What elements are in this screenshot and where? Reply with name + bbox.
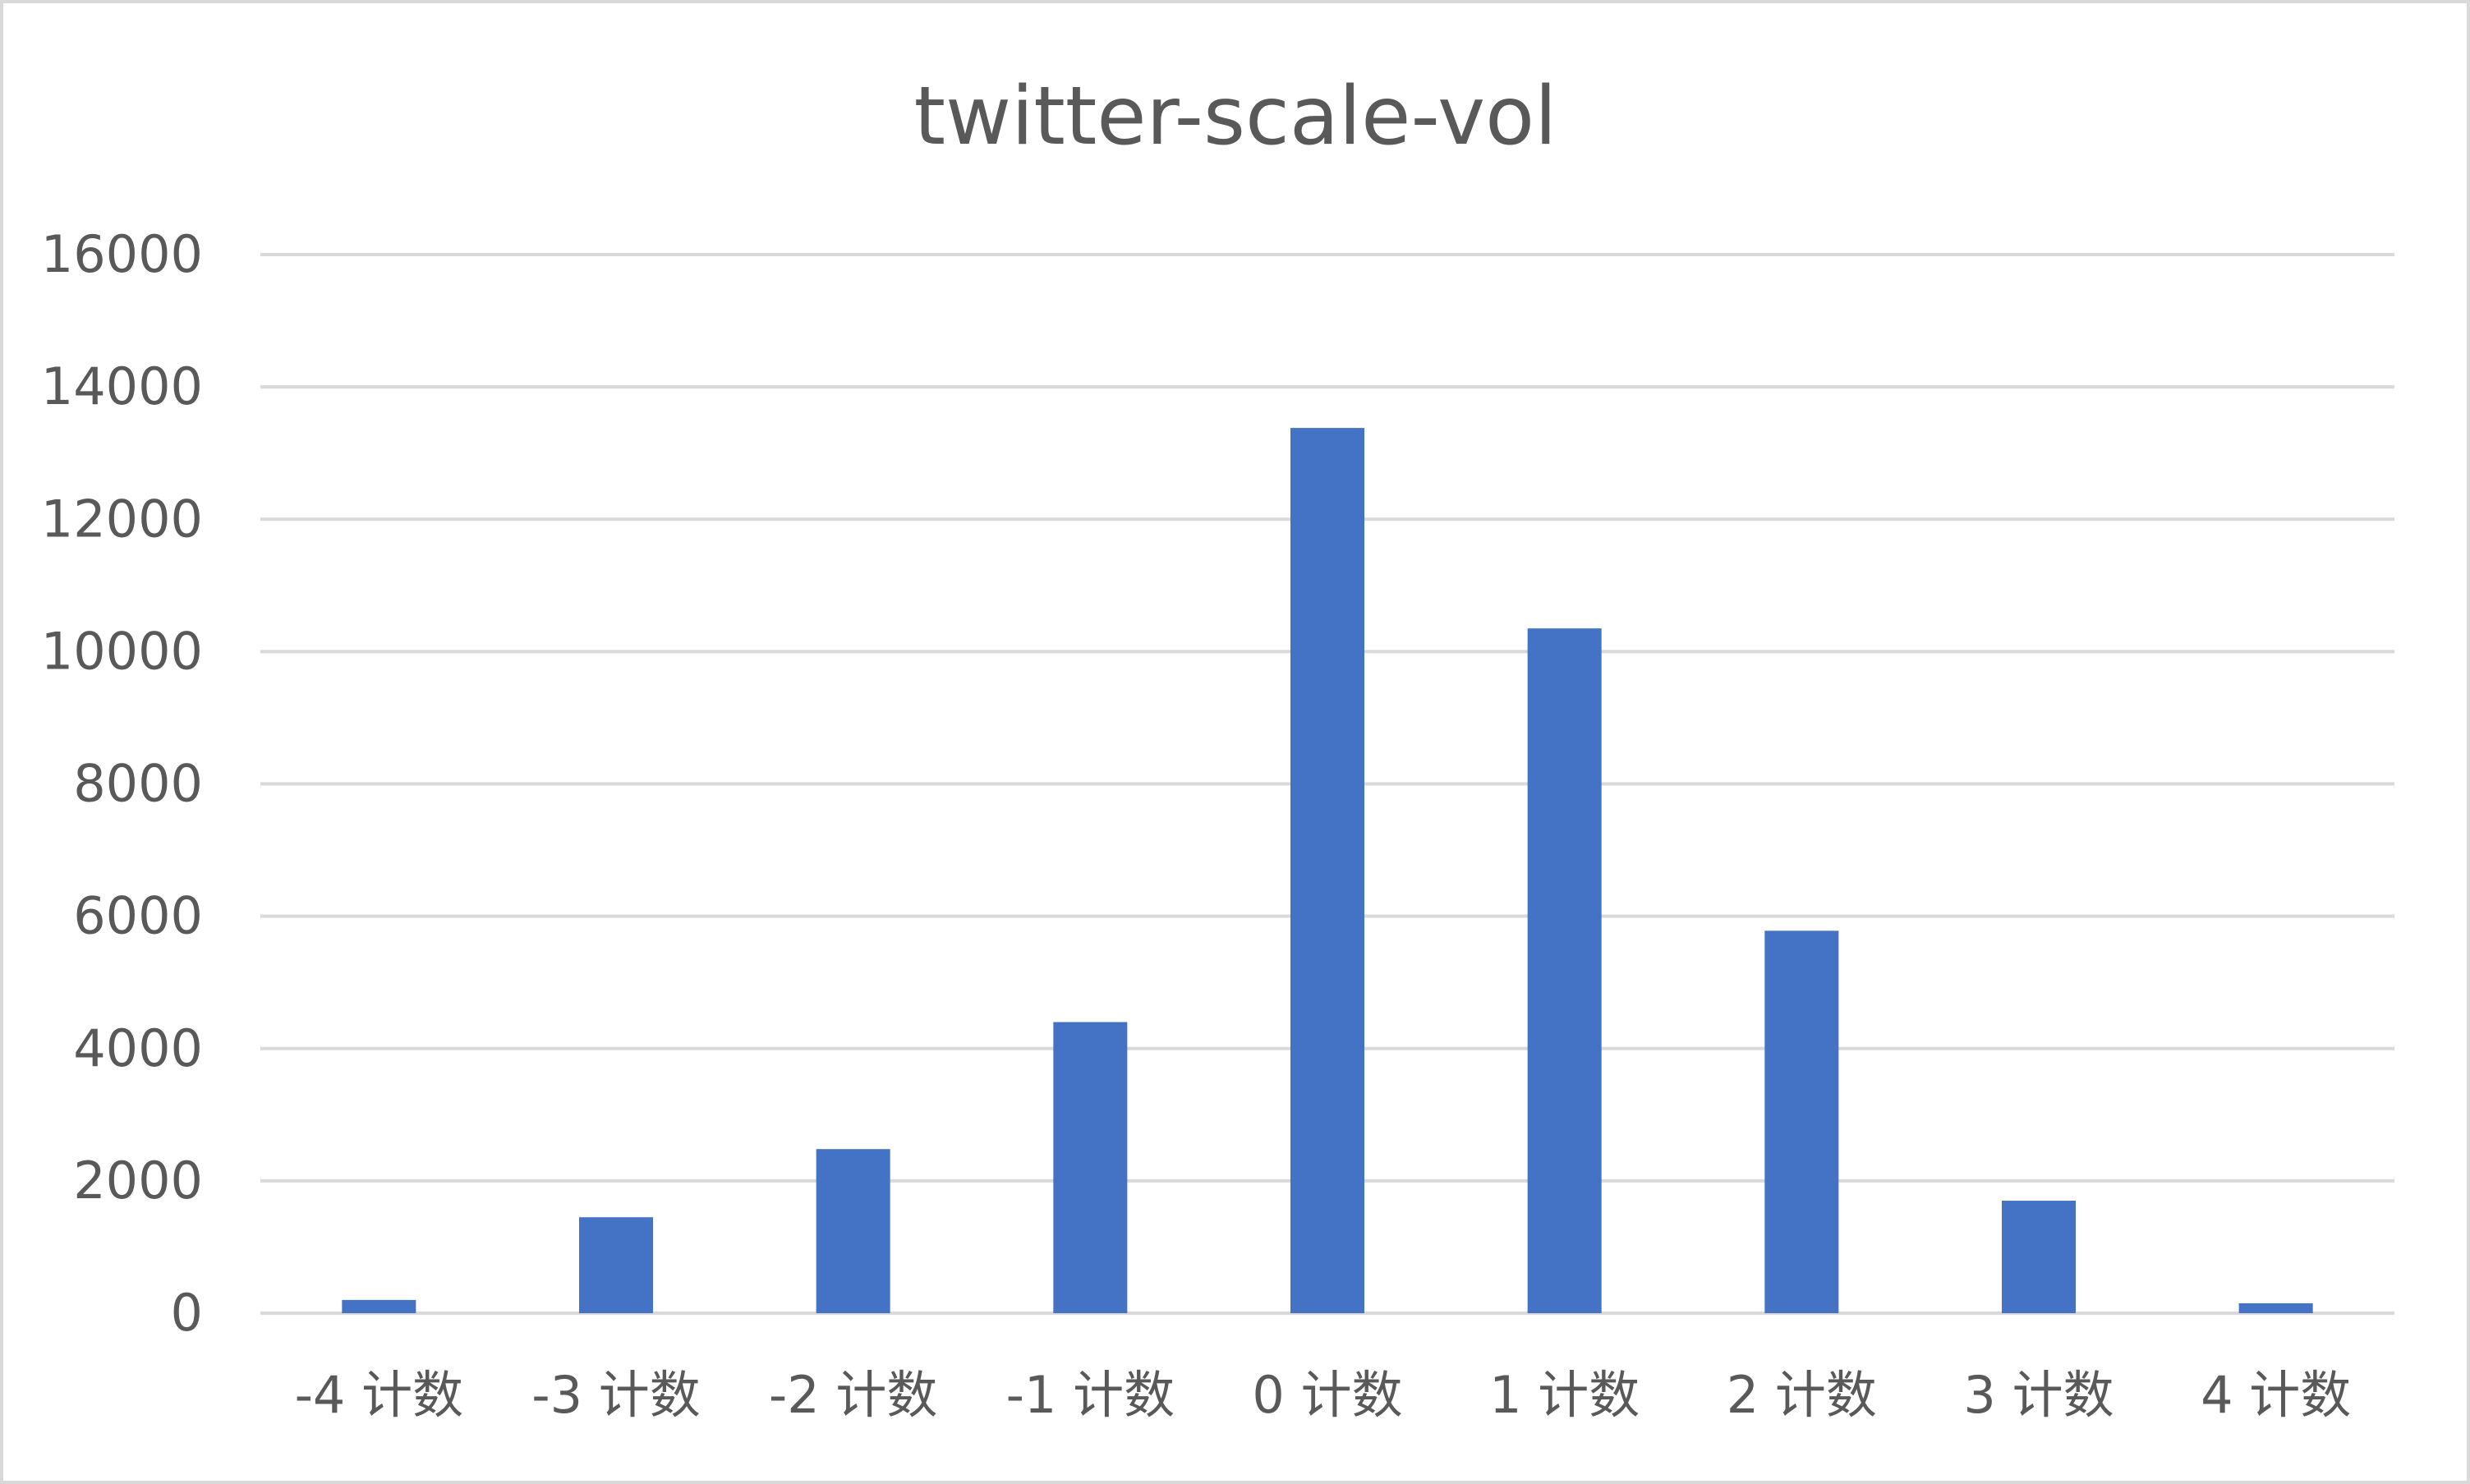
x-tick-label: 3 计数 [1963,1365,2114,1425]
y-tick-label: 4000 [73,1018,203,1078]
x-tick-label: -1 计数 [1006,1365,1175,1425]
x-tick-label: -4 计数 [295,1365,464,1425]
y-tick-label: 10000 [41,621,203,681]
y-tick-label: 0 [171,1283,203,1343]
x-axis-ticks: -4 计数 -3 计数 -2 计数 -1 计数 0 计数 1 计数 2 计数 3 计数 4 计数 [295,1365,2352,1425]
bars [342,428,2313,1313]
y-tick-label: 14000 [41,356,203,416]
bar [2002,1201,2076,1313]
bar [2238,1303,2313,1313]
bar [1053,1022,1128,1313]
bar [1527,628,1602,1313]
x-tick-label: 2 计数 [1727,1365,1877,1425]
bar [342,1299,416,1313]
x-tick-label: -3 计数 [531,1365,701,1425]
bar [1290,428,1364,1313]
y-tick-label: 8000 [73,754,203,814]
y-tick-label: 2000 [73,1151,203,1211]
bar [1764,930,1839,1313]
x-tick-label: 1 计数 [1489,1365,1640,1425]
y-tick-label: 12000 [41,489,203,549]
chart-title: twitter-scale-vol [914,70,1557,163]
y-axis-ticks: 0 2000 4000 6000 8000 10000 12000 14000 16000 [41,224,203,1343]
bar [816,1149,890,1313]
y-tick-label: 6000 [73,886,203,946]
x-tick-label: 0 计数 [1252,1365,1402,1425]
y-tick-label: 16000 [41,224,203,284]
x-tick-label: -2 计数 [769,1365,938,1425]
x-tick-label: 4 计数 [2201,1365,2351,1425]
bar [579,1217,653,1313]
